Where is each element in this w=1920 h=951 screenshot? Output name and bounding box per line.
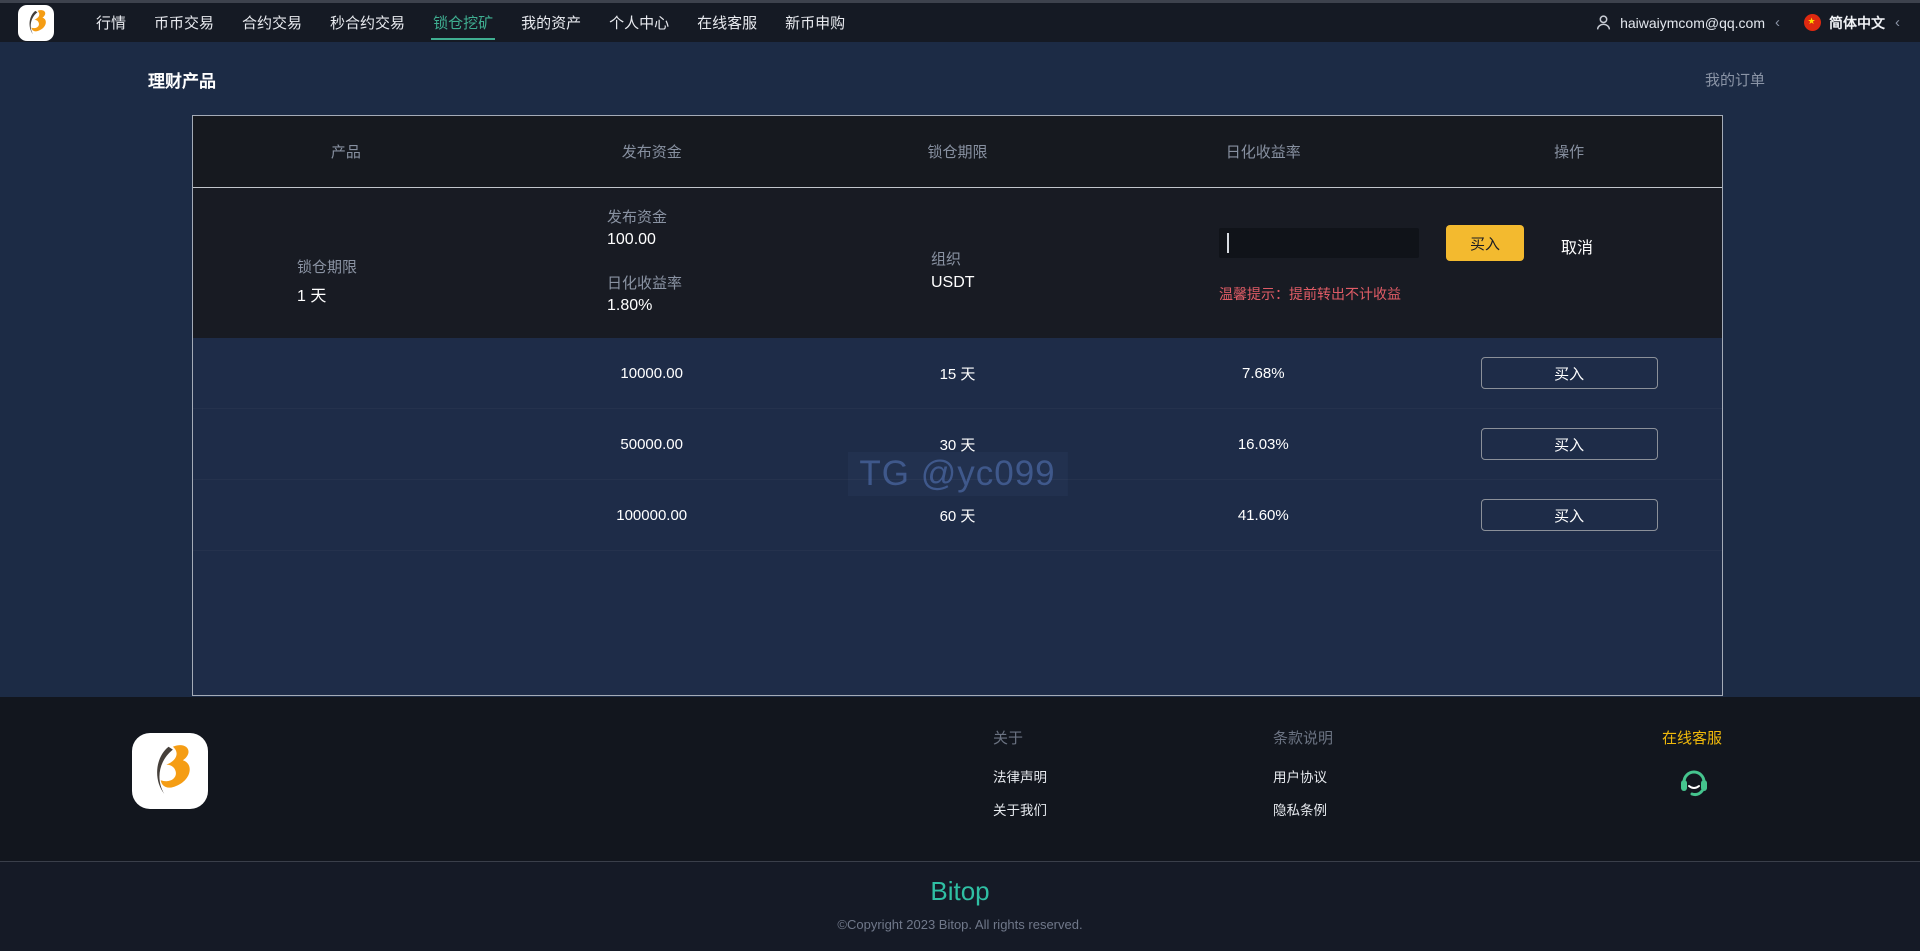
org-value: USDT <box>931 274 975 291</box>
cell-fund: 100000.00 <box>616 506 688 524</box>
footer-col-support: 在线客服 <box>1662 727 1722 805</box>
nav-item-second-contract[interactable]: 秒合约交易 <box>330 15 406 32</box>
footer-link-legal[interactable]: 法律声明 <box>993 770 1047 785</box>
cell-rate: 41.60% <box>1237 506 1289 524</box>
brand-logo[interactable] <box>18 4 54 41</box>
nav-item-contract-trade[interactable]: 合约交易 <box>242 15 303 32</box>
footer-support-title[interactable]: 在线客服 <box>1662 730 1723 747</box>
top-nav: 行情 币币交易 合约交易 秒合约交易 锁仓挖矿 我的资产 个人中心 在线客服 新… <box>0 0 1920 42</box>
language-chevron-icon[interactable]: ‹ <box>1895 14 1900 31</box>
flag-star: ★ <box>1807 16 1816 26</box>
footer-link-privacy[interactable]: 隐私条例 <box>1273 803 1327 818</box>
footer-link-user-agreement[interactable]: 用户协议 <box>1273 770 1327 785</box>
bitop-logo-icon <box>157 745 190 794</box>
confirm-buy-button[interactable]: 买入 <box>1446 225 1524 261</box>
header-product: 产品 <box>330 144 361 161</box>
lock-period-label: 锁仓期限 <box>297 259 358 276</box>
nav-item-market[interactable]: 行情 <box>96 15 127 32</box>
footer-terms-title: 条款说明 <box>1273 730 1334 747</box>
products-table: 产品 发布资金 锁仓期限 日化收益率 操作 锁仓期限 1 天 发布资金 100.… <box>192 115 1723 696</box>
table-row: 100000.00 60 天 41.60% 买入 <box>193 480 1722 551</box>
header-daily-rate: 日化收益率 <box>1225 144 1301 161</box>
footer-about-title: 关于 <box>993 730 1024 747</box>
nav-item-lock-mining[interactable]: 锁仓挖矿 <box>419 3 507 42</box>
cell-rate: 7.68% <box>1242 364 1285 382</box>
footer-link-about-us[interactable]: 关于我们 <box>993 803 1047 818</box>
header-lock-period: 锁仓期限 <box>927 144 988 161</box>
buy-button[interactable]: 买入 <box>1480 499 1658 531</box>
email-chevron-icon[interactable]: ‹ <box>1775 14 1780 31</box>
org-label: 组织 <box>931 251 962 268</box>
daily-rate-label: 日化收益率 <box>607 275 683 292</box>
cell-fund: 10000.00 <box>620 364 683 382</box>
nav-item-my-assets[interactable]: 我的资产 <box>521 15 582 32</box>
buy-button[interactable]: 买入 <box>1480 357 1658 389</box>
page-title: 理财产品 <box>148 72 216 91</box>
nav-menu: 行情 币币交易 合约交易 秒合约交易 锁仓挖矿 我的资产 个人中心 在线客服 新… <box>82 3 859 42</box>
fund-value: 100.00 <box>607 231 656 248</box>
bottom-bar: Bitop ©Copyright 2023 Bitop. All rights … <box>0 861 1920 951</box>
nav-item-new-coin[interactable]: 新币申购 <box>785 15 846 32</box>
lock-period-value: 1 天 <box>297 288 327 305</box>
language-selector[interactable]: 简体中文 <box>1829 14 1885 31</box>
cell-period: 30 天 <box>939 436 976 454</box>
main-content: 理财产品 我的订单 产品 发布资金 锁仓期限 日化收益率 操作 锁仓期限 1 天… <box>0 42 1920 697</box>
buy-button[interactable]: 买入 <box>1480 428 1658 460</box>
fund-label: 发布资金 <box>607 209 668 226</box>
header-action: 操作 <box>1554 144 1585 161</box>
cell-period: 60 天 <box>939 507 976 525</box>
headset-icon[interactable] <box>1676 764 1722 805</box>
footer-logo <box>132 733 208 809</box>
user-email[interactable]: haiwaiymcom@qq.com <box>1620 14 1765 31</box>
nav-item-online-support[interactable]: 在线客服 <box>697 15 758 32</box>
nav-item-personal-center[interactable]: 个人中心 <box>609 15 670 32</box>
cell-fund: 50000.00 <box>620 435 683 453</box>
input-caret <box>1227 233 1229 253</box>
footer-col-terms: 条款说明 用户协议 隐私条例 <box>1273 727 1333 832</box>
amount-input[interactable] <box>1219 228 1419 258</box>
nav-item-spot-trade[interactable]: 币币交易 <box>154 15 215 32</box>
cell-rate: 16.03% <box>1237 435 1289 453</box>
cell-period: 15 天 <box>939 365 976 383</box>
bitop-logo-icon <box>29 9 46 34</box>
language-flag-icon: ★ <box>1804 14 1821 31</box>
footer: 关于 法律声明 关于我们 条款说明 用户协议 隐私条例 在线客服 <box>0 697 1920 861</box>
user-icon <box>1596 15 1611 30</box>
copyright-text: ©Copyright 2023 Bitop. All rights reserv… <box>837 917 1083 932</box>
cancel-button[interactable]: 取消 <box>1561 240 1594 257</box>
table-row: 10000.00 15 天 7.68% 买入 <box>193 338 1722 409</box>
warning-text: 温馨提示：提前转出不计收益 <box>1219 286 1401 302</box>
brand-name: Bitop <box>930 876 990 906</box>
table-row: 50000.00 30 天 16.03% 买入 <box>193 409 1722 480</box>
expanded-buy-row: 锁仓期限 1 天 发布资金 100.00 日化收益率 1.80% 组织 USDT… <box>193 188 1722 338</box>
table-header-row: 产品 发布资金 锁仓期限 日化收益率 操作 <box>193 116 1722 188</box>
footer-col-about: 关于 法律声明 关于我们 <box>993 727 1047 832</box>
my-orders-link[interactable]: 我的订单 <box>1704 72 1765 89</box>
daily-rate-value: 1.80% <box>607 297 653 314</box>
header-fund: 发布资金 <box>621 144 682 161</box>
nav-right: haiwaiymcom@qq.com ‹ ★ 简体中文 ‹ <box>1595 13 1902 33</box>
